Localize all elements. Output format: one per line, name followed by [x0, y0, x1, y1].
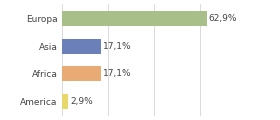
Bar: [62, 39, 101, 54]
Text: 2,9%: 2,9%: [70, 97, 93, 106]
Text: 62,9%: 62,9%: [209, 14, 237, 23]
Text: 17,1%: 17,1%: [103, 69, 132, 78]
Text: 17,1%: 17,1%: [103, 42, 132, 51]
Bar: [62, 94, 68, 109]
Bar: [62, 11, 207, 26]
Bar: [62, 66, 101, 81]
